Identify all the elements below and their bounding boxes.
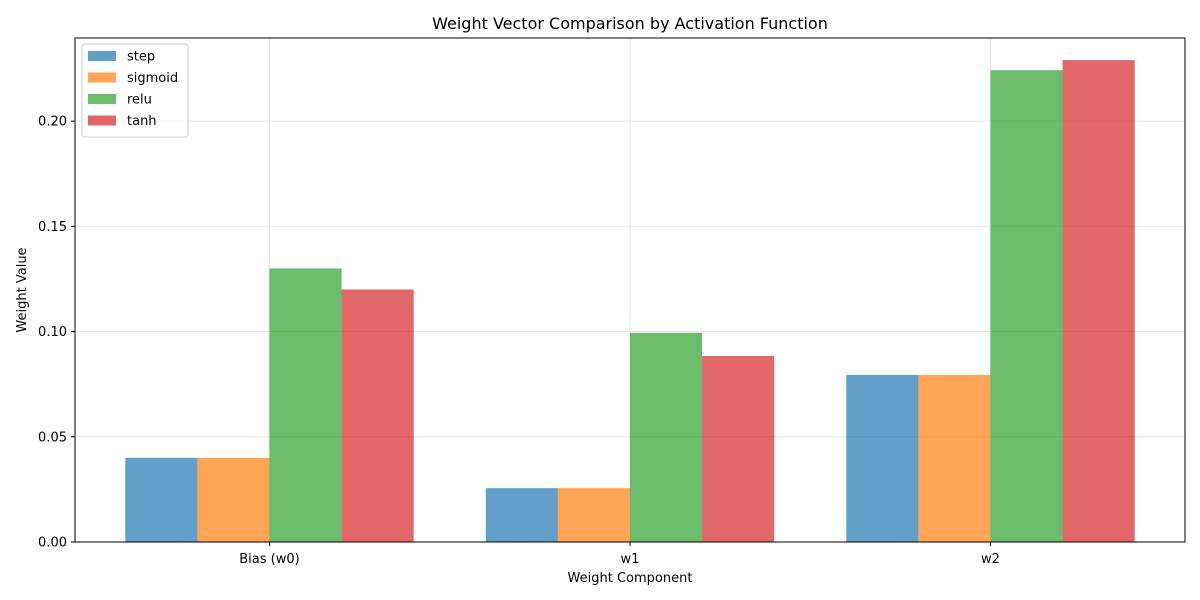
- bars-layer: [125, 60, 1135, 542]
- legend-box: [81, 43, 189, 138]
- bar-tanh-2: [702, 355, 775, 542]
- y-tick-label: 0.20: [38, 115, 67, 130]
- bar-relu-2: [630, 332, 703, 542]
- chart-title: Weight Vector Comparison by Activation F…: [432, 14, 828, 33]
- legend-swatch-sigmoid: [88, 72, 116, 83]
- legend-label-sigmoid: sigmoid: [127, 71, 178, 86]
- bar-sigmoid-3: [918, 374, 991, 542]
- x-axis-ticks: Bias (w0) w1 w2: [239, 542, 1000, 567]
- bar-sigmoid-2: [557, 488, 630, 542]
- bar-step-2: [485, 488, 558, 542]
- legend-swatch-tanh: [88, 115, 116, 126]
- legend-label-relu: relu: [127, 93, 152, 108]
- bar-relu-3: [990, 70, 1063, 542]
- x-tick-label: Bias (w0): [239, 552, 299, 567]
- legend: step sigmoid relu tanh: [81, 43, 189, 138]
- x-tick-label: w1: [621, 552, 640, 567]
- legend-label-step: step: [127, 50, 155, 65]
- legend-swatch-relu: [88, 94, 116, 104]
- y-tick-label: 0.00: [38, 536, 67, 551]
- bar-tanh-3: [1062, 60, 1135, 542]
- bar-step-1: [125, 457, 198, 542]
- y-tick-label: 0.05: [38, 430, 67, 445]
- y-axis-title: Weight Value: [15, 247, 30, 332]
- bar-relu-1: [269, 268, 342, 542]
- bar-sigmoid-1: [197, 457, 270, 542]
- y-axis-ticks: 0.00 0.05 0.10 0.15 0.20: [38, 115, 75, 551]
- y-tick-label: 0.15: [38, 220, 67, 235]
- bar-step-3: [846, 374, 919, 542]
- x-axis-title: Weight Component: [568, 571, 693, 586]
- x-tick-label: w2: [981, 552, 1000, 567]
- bar-tanh-1: [341, 289, 414, 542]
- legend-label-tanh: tanh: [127, 114, 157, 129]
- legend-swatch-step: [88, 51, 116, 61]
- y-tick-label: 0.10: [38, 325, 67, 340]
